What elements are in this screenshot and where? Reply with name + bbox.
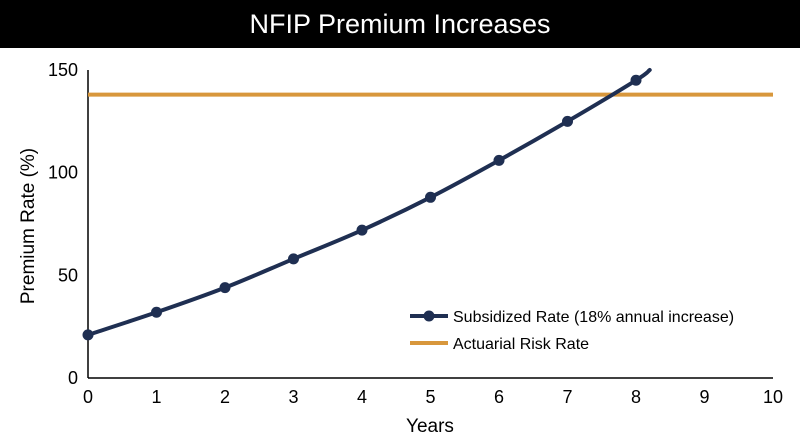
- data-point-subsidized: [151, 306, 162, 318]
- x-tick-label: 8: [631, 387, 641, 407]
- y-axis-title: Premium Rate (%): [18, 148, 39, 304]
- x-tick-label: 2: [220, 387, 230, 407]
- data-point-subsidized: [288, 253, 299, 265]
- x-tick-label: 4: [357, 387, 367, 407]
- data-point-subsidized: [356, 224, 368, 236]
- y-tick-label: 50: [58, 265, 78, 285]
- data-point-subsidized: [219, 282, 231, 294]
- x-tick-label: 7: [562, 387, 572, 407]
- x-tick-labels: 0 1 2 3 4 5 6 7 8 9 10: [83, 387, 783, 407]
- x-tick-label: 10: [763, 387, 783, 407]
- series-layer: [82, 68, 773, 341]
- x-tick-label: 3: [288, 387, 298, 407]
- x-tick-label: 9: [699, 387, 709, 407]
- legend-marker-subsidized: [423, 310, 435, 322]
- x-tick-label: 5: [425, 387, 435, 407]
- legend-label-subsidized: Subsidized Rate (18% annual increase): [453, 309, 734, 326]
- data-point-subsidized: [493, 154, 505, 166]
- y-tick-label: 150: [48, 60, 78, 80]
- x-tick-label: 6: [494, 387, 504, 407]
- y-tick-labels: 0 50 100 150: [48, 60, 78, 388]
- legend: Subsidized Rate (18% annual increase) Ac…: [410, 309, 734, 353]
- data-point-subsidized: [630, 74, 642, 86]
- chart-title: NFIP Premium Increases: [0, 0, 800, 48]
- data-point-subsidized: [562, 115, 573, 127]
- data-point-subsidized: [82, 329, 94, 341]
- series-line-subsidized: [86, 68, 652, 337]
- y-tick-label: 0: [68, 368, 78, 388]
- legend-label-actuarial: Actuarial Risk Rate: [453, 336, 589, 353]
- y-tick-label: 100: [48, 163, 78, 183]
- x-tick-label: 0: [83, 387, 93, 407]
- x-tick-label: 1: [151, 387, 161, 407]
- axes: [87, 70, 773, 379]
- data-point-subsidized: [425, 191, 436, 203]
- x-axis-title: Years: [406, 416, 454, 437]
